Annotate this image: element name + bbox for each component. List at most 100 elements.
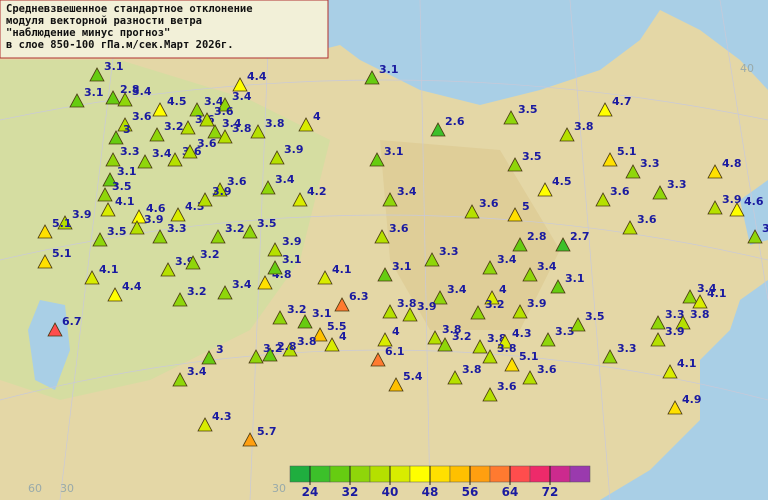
colorbar-cell: [309, 465, 331, 483]
station-marker: [131, 209, 147, 224]
station-marker: [197, 192, 213, 207]
station-marker: [269, 150, 285, 165]
station-value: 3.6: [637, 213, 657, 226]
station-value: 3.5: [762, 222, 768, 235]
station-value: 4.9: [682, 393, 702, 406]
station-value: 4.5: [552, 175, 572, 188]
station-value: 3.2: [164, 120, 184, 133]
station-value: 3.4: [447, 283, 467, 296]
station-value: 3.4: [697, 282, 717, 295]
station-marker: [189, 102, 205, 117]
station-marker: [522, 370, 538, 385]
station-value: 3.2: [485, 298, 505, 311]
station-value: 4.1: [332, 263, 352, 276]
colorbar-label: 56: [462, 485, 479, 499]
colorbar-cell: [369, 465, 391, 483]
station-marker: [232, 77, 248, 92]
parallel: [0, 349, 768, 401]
station-marker: [217, 97, 233, 112]
station-value: 3.2: [200, 248, 220, 261]
colorbar-label: 40: [382, 485, 399, 499]
station-marker: [402, 307, 418, 322]
station-value: 3.6: [227, 175, 247, 188]
station-value: 6.1: [385, 345, 405, 358]
station-marker: [210, 229, 226, 244]
station-value: 2.6: [445, 115, 465, 128]
station-marker: [248, 349, 264, 364]
station-value: 5.1: [519, 350, 539, 363]
station-marker: [707, 200, 723, 215]
station-value: 3.6: [389, 222, 409, 235]
station-marker: [484, 290, 500, 305]
station-marker: [172, 372, 188, 387]
station-value: 3.5: [112, 180, 132, 193]
station-marker: [105, 90, 121, 105]
station-marker: [550, 279, 566, 294]
station-value: 3.4: [232, 90, 252, 103]
station-value: 3.9: [72, 208, 92, 221]
station-marker: [622, 220, 638, 235]
station-value: 4: [313, 110, 321, 123]
station-value: 3.3: [167, 222, 187, 235]
station-marker: [152, 229, 168, 244]
colorbar-label: 48: [422, 485, 439, 499]
station-value: 3.2: [452, 330, 472, 343]
station-marker: [180, 120, 196, 135]
parallel: [0, 214, 768, 261]
station-marker: [512, 237, 528, 252]
station-marker: [201, 350, 217, 365]
station-value: 4.4: [122, 280, 142, 293]
station-marker: [129, 220, 145, 235]
station-value: 4.6: [146, 202, 166, 215]
station-value: 4.4: [247, 70, 267, 83]
station-marker: [430, 122, 446, 137]
colorbar-cell: [549, 465, 571, 483]
colorbar-cell: [289, 465, 311, 483]
station-marker: [298, 117, 314, 132]
station-marker: [212, 182, 228, 197]
station-marker: [537, 182, 553, 197]
station-marker: [149, 127, 165, 142]
station-marker: [482, 260, 498, 275]
station-value: 3.9: [144, 213, 164, 226]
title-line: в слое 850-100 гПа.м/сек.Март 2026г.: [6, 39, 234, 51]
station-marker: [89, 67, 105, 82]
station-marker: [692, 294, 708, 309]
title-background: [0, 0, 329, 59]
station-value: 3.3: [665, 308, 685, 321]
station-value: 4.2: [307, 185, 327, 198]
station-value: 3.4: [152, 147, 172, 160]
station-value: 3.8: [232, 122, 252, 135]
station-marker: [105, 152, 121, 167]
station-marker: [507, 207, 523, 222]
station-marker: [47, 322, 63, 337]
station-marker: [152, 102, 168, 117]
station-marker: [217, 285, 233, 300]
colorbar-cell: [349, 465, 371, 483]
station-value: 3.1: [104, 60, 124, 73]
station-marker: [185, 255, 201, 270]
station-value: 3.8: [574, 120, 594, 133]
station-value: 3.5: [107, 225, 127, 238]
station-value: 3.3: [667, 178, 687, 191]
station-marker: [292, 192, 308, 207]
station-marker: [482, 349, 498, 364]
station-marker: [432, 290, 448, 305]
station-marker: [382, 304, 398, 319]
meridian: [569, 0, 611, 500]
colorbar-cell: [409, 465, 431, 483]
station-marker: [540, 332, 556, 347]
colorbar-cell: [429, 465, 451, 483]
station-value: 3.6: [214, 105, 234, 118]
station-value: 3.4: [275, 173, 295, 186]
station-value: 3: [216, 343, 224, 356]
station-value: 5.1: [52, 217, 72, 230]
station-marker: [675, 315, 691, 330]
meridian: [249, 0, 271, 500]
station-marker: [707, 164, 723, 179]
station-marker: [667, 400, 683, 415]
station-value: 3.9: [417, 300, 437, 313]
station-marker: [334, 297, 350, 312]
station-value: 4.1: [115, 195, 135, 208]
title-line: "наблюдение минус прогноз": [6, 27, 170, 39]
